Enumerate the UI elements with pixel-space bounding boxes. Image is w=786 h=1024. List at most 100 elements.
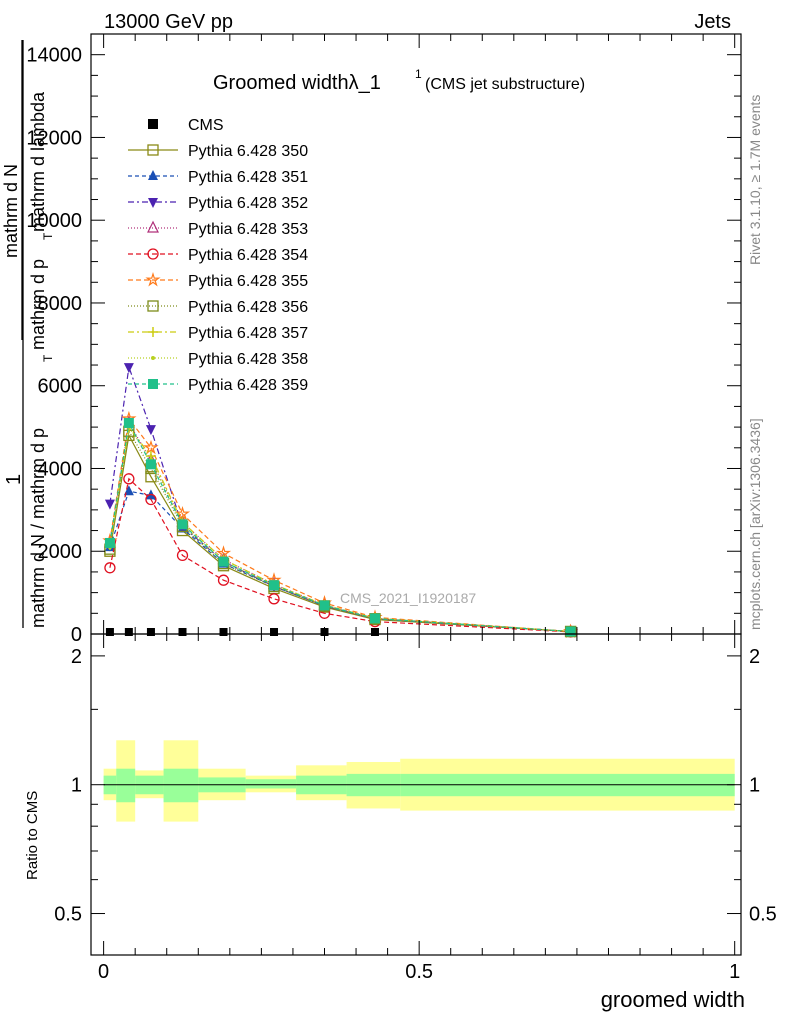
data-point bbox=[145, 471, 157, 483]
legend-entry: Pythia 6.428 354 bbox=[128, 247, 308, 264]
legend-label: Pythia 6.428 359 bbox=[188, 377, 308, 394]
data-point bbox=[124, 628, 133, 636]
y-label-sub-t2: T bbox=[41, 232, 55, 240]
y-axis-label: 1 mathrm d N / mathrm d p T mathrm d N m… bbox=[1, 40, 55, 628]
legend: CMS Pythia 6.428 350 Pythia 6.428 351 Pythi… bbox=[128, 117, 308, 394]
chart-title: Groomed widthλ_1 1 (CMS jet substructure… bbox=[213, 67, 585, 94]
ratio-y-tick-label-right: 1 bbox=[749, 775, 760, 797]
ratio-bands bbox=[103, 740, 735, 822]
data-point bbox=[148, 170, 158, 180]
data-point bbox=[147, 300, 159, 312]
legend-label: Pythia 6.428 353 bbox=[188, 221, 308, 238]
data-point bbox=[176, 549, 189, 562]
y-label-denominator-a: mathrm d N / mathrm d p bbox=[28, 428, 48, 628]
legend-entry: Pythia 6.428 358 bbox=[128, 351, 308, 368]
ratio-frame bbox=[90, 633, 742, 956]
data-point bbox=[148, 119, 158, 129]
series-line bbox=[109, 417, 571, 633]
main-series bbox=[102, 363, 579, 639]
legend-label: CMS bbox=[188, 117, 224, 134]
ratio-y-tick-label: 2 bbox=[71, 646, 82, 668]
data-point bbox=[370, 628, 379, 636]
data-point bbox=[145, 271, 161, 287]
series-cms bbox=[105, 628, 575, 636]
data-point bbox=[145, 425, 156, 436]
y-label-top-dn: mathrm d N bbox=[1, 164, 21, 258]
side-text-bottom: mcplots.cern.ch [arXiv:1306.3436] bbox=[747, 418, 763, 630]
legend-entry: Pythia 6.428 357 bbox=[128, 325, 308, 342]
data-point bbox=[177, 519, 188, 530]
y-tick-label: 4000 bbox=[38, 458, 83, 480]
header-left: 13000 GeV pp bbox=[104, 11, 233, 33]
data-point bbox=[123, 473, 135, 485]
data-point bbox=[148, 379, 158, 389]
data-point bbox=[147, 144, 159, 156]
ratio-y-tick-label: 1 bbox=[71, 775, 82, 797]
chart-title-superscript: 1 bbox=[415, 67, 422, 81]
data-point bbox=[104, 499, 115, 510]
data-point bbox=[217, 574, 230, 586]
x-axis-label: groomed width bbox=[601, 987, 745, 1012]
data-point bbox=[270, 628, 279, 636]
chart-title-sub: (CMS jet substructure) bbox=[425, 76, 585, 93]
legend-entry: Pythia 6.428 350 bbox=[128, 143, 308, 160]
y-label-sub-t: T bbox=[41, 354, 55, 362]
data-point bbox=[565, 626, 576, 637]
legend-label: Pythia 6.428 352 bbox=[188, 195, 308, 212]
data-point bbox=[219, 628, 228, 636]
data-point bbox=[218, 556, 229, 567]
y-tick-label: 6000 bbox=[38, 376, 83, 398]
data-point bbox=[174, 505, 191, 521]
series-line bbox=[109, 477, 571, 633]
legend-label: Pythia 6.428 351 bbox=[188, 169, 308, 186]
ratio-band-inner bbox=[245, 779, 297, 789]
legend-label: Pythia 6.428 354 bbox=[188, 247, 308, 264]
data-point bbox=[148, 198, 158, 208]
data-point bbox=[145, 459, 156, 470]
legend-entry: CMS bbox=[148, 117, 224, 134]
y-axis-label-ratio: Ratio to CMS bbox=[24, 791, 41, 880]
y-tick-label: 14000 bbox=[26, 45, 82, 67]
legend-entry: Pythia 6.428 353 bbox=[128, 220, 308, 238]
watermark: CMS_2021_I1920187 bbox=[340, 590, 476, 606]
y-label-bottom-dp: mathrm d p bbox=[28, 259, 48, 350]
legend-label: Pythia 6.428 358 bbox=[188, 351, 308, 368]
side-text-top: Rivet 3.1.10, ≥ 1.7M events bbox=[747, 95, 763, 265]
chart-title-main: Groomed widthλ_1 bbox=[213, 72, 381, 94]
y-tick-label: 0 bbox=[71, 624, 82, 646]
y-tick-label: 10000 bbox=[26, 210, 82, 232]
data-point bbox=[105, 628, 114, 636]
y-label-numerator: 1 bbox=[3, 474, 25, 485]
data-point bbox=[147, 220, 159, 233]
data-point bbox=[145, 493, 157, 506]
y-tick-label: 8000 bbox=[38, 293, 83, 315]
series-line bbox=[109, 421, 571, 633]
legend-entry: Pythia 6.428 356 bbox=[128, 299, 308, 316]
data-point bbox=[147, 248, 159, 260]
axes: 0 2000 4000 6000 8000 10000 12000 14000 0 0.5 1 0.5… bbox=[26, 33, 777, 983]
ratio-band-inner bbox=[116, 768, 136, 803]
legend-label: Pythia 6.428 356 bbox=[188, 299, 308, 316]
legend-label: Pythia 6.428 357 bbox=[188, 325, 308, 342]
ratio-y-tick-label: 0.5 bbox=[54, 904, 82, 926]
ratio-y-tick-label-right: 0.5 bbox=[749, 904, 777, 926]
data-point bbox=[268, 593, 280, 605]
legend-label: Pythia 6.428 350 bbox=[188, 143, 308, 160]
data-point bbox=[123, 417, 134, 428]
data-point bbox=[143, 439, 159, 455]
ratio-y-tick-label-right: 2 bbox=[749, 646, 760, 668]
data-point bbox=[151, 356, 155, 360]
y-label-lambda: mathrm d lambda bbox=[28, 91, 48, 232]
ratio-band-inner bbox=[163, 768, 199, 803]
legend-entry: Pythia 6.428 355 bbox=[128, 271, 308, 290]
legend-entry: Pythia 6.428 351 bbox=[128, 169, 308, 186]
x-tick-label: 1 bbox=[729, 961, 740, 983]
data-point bbox=[319, 600, 330, 611]
data-point bbox=[123, 363, 134, 374]
legend-label: Pythia 6.428 355 bbox=[188, 273, 308, 290]
data-point bbox=[146, 628, 155, 636]
x-tick-label: 0 bbox=[98, 961, 109, 983]
data-point bbox=[104, 562, 116, 574]
y-tick-label: 2000 bbox=[38, 541, 83, 563]
